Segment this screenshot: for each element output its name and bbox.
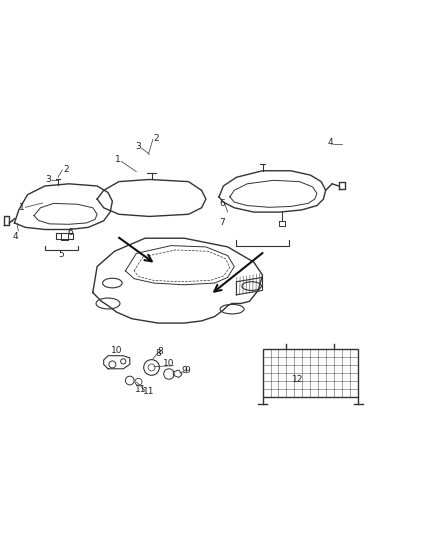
Text: 4: 4 — [13, 231, 18, 240]
Bar — [262, 349, 358, 397]
Text: 1: 1 — [115, 156, 121, 164]
Text: 5: 5 — [59, 250, 64, 259]
Text: 6: 6 — [219, 199, 226, 208]
Text: 3: 3 — [46, 175, 51, 184]
Text: 8: 8 — [157, 347, 163, 356]
Text: 2: 2 — [153, 134, 159, 143]
Text: 9: 9 — [181, 366, 187, 375]
Text: 11: 11 — [135, 385, 146, 394]
Text: 4: 4 — [327, 138, 333, 147]
Text: 11: 11 — [143, 387, 154, 397]
Text: 6: 6 — [67, 228, 73, 237]
Text: 3: 3 — [136, 142, 141, 151]
Text: 12: 12 — [292, 375, 303, 384]
Text: 8: 8 — [155, 349, 161, 358]
Text: 9: 9 — [185, 366, 191, 375]
Text: 1: 1 — [19, 203, 25, 212]
Text: 10: 10 — [111, 345, 123, 354]
Text: 10: 10 — [163, 359, 175, 368]
Text: 2: 2 — [63, 165, 69, 174]
Text: 7: 7 — [219, 217, 226, 227]
